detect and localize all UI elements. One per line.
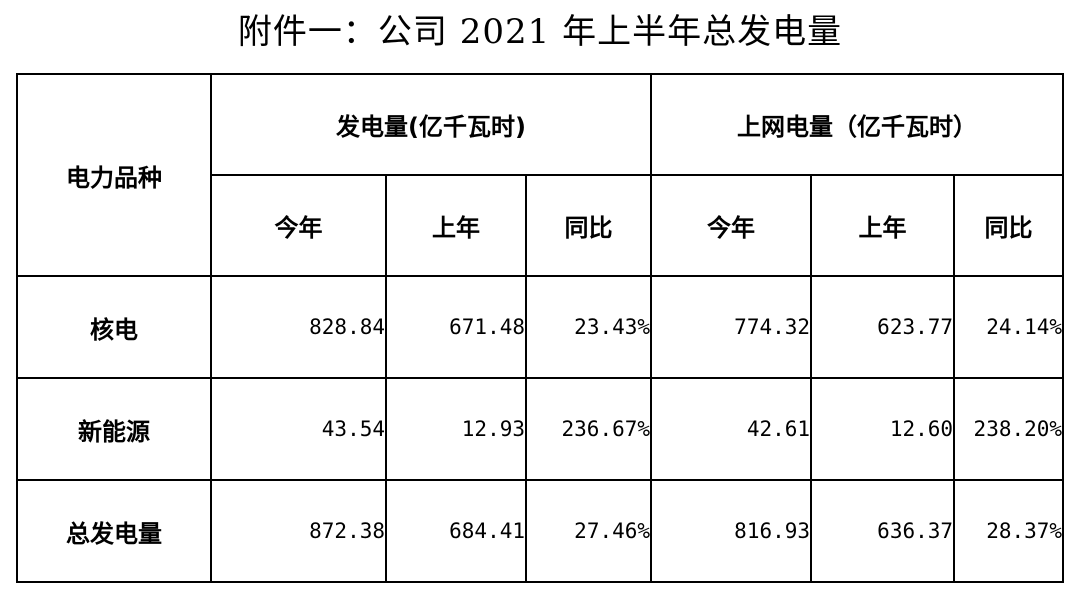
table-row-new-energy: 新能源 43.54 12.93 236.67% 42.61 12.60 238.… [16,377,1065,481]
row-label: 总发电量 [16,479,212,583]
sub-header-last-year: 上年 [385,174,527,277]
power-generation-table: 电力品种 发电量(亿千瓦时) 上网电量（亿千瓦时） 今年 上年 同比 今年 上年… [16,73,1065,583]
table-row-total: 总发电量 872.38 684.41 27.46% 816.93 636.37 … [16,479,1065,583]
table-cell: 12.60 [810,377,956,481]
table-cell: 27.46% [524,479,653,583]
table-cell: 28.37% [953,479,1065,583]
table-row-nuclear: 核电 828.84 671.48 23.43% 774.32 623.77 24… [16,275,1065,379]
table-cell: 774.32 [650,275,813,379]
document-title: 附件一：公司 2021 年上半年总发电量 [237,12,843,52]
row-label: 核电 [16,275,212,379]
table-cell: 828.84 [210,275,387,379]
table-cell: 684.41 [385,479,527,583]
table-cell: 23.43% [524,275,653,379]
table-cell: 24.14% [953,275,1065,379]
header-row-sub: 今年 上年 同比 今年 上年 同比 [17,174,1065,277]
table-cell: 43.54 [210,377,387,481]
group-header-on-grid: 上网电量（亿千瓦时） [650,73,1065,176]
sub-header-this-year: 今年 [210,174,387,277]
table-cell: 636.37 [810,479,956,583]
table-cell: 623.77 [810,275,956,379]
table-cell: 872.38 [210,479,387,583]
table-cell: 42.61 [650,377,813,481]
sub-header-this-year: 今年 [650,174,813,277]
row-label: 新能源 [16,377,212,481]
sub-header-yoy: 同比 [953,174,1065,277]
corner-header: 电力品种 [16,73,212,277]
sub-header-yoy: 同比 [524,174,653,277]
sub-header-last-year: 上年 [810,174,956,277]
table-cell: 12.93 [385,377,527,481]
header-row-group: 电力品种 发电量(亿千瓦时) 上网电量（亿千瓦时） [16,73,1065,277]
table-cell: 671.48 [385,275,527,379]
table-cell: 238.20% [953,377,1065,481]
table-cell: 816.93 [650,479,813,583]
table-cell: 236.67% [524,377,653,481]
group-header-generation: 发电量(亿千瓦时) [209,73,653,176]
